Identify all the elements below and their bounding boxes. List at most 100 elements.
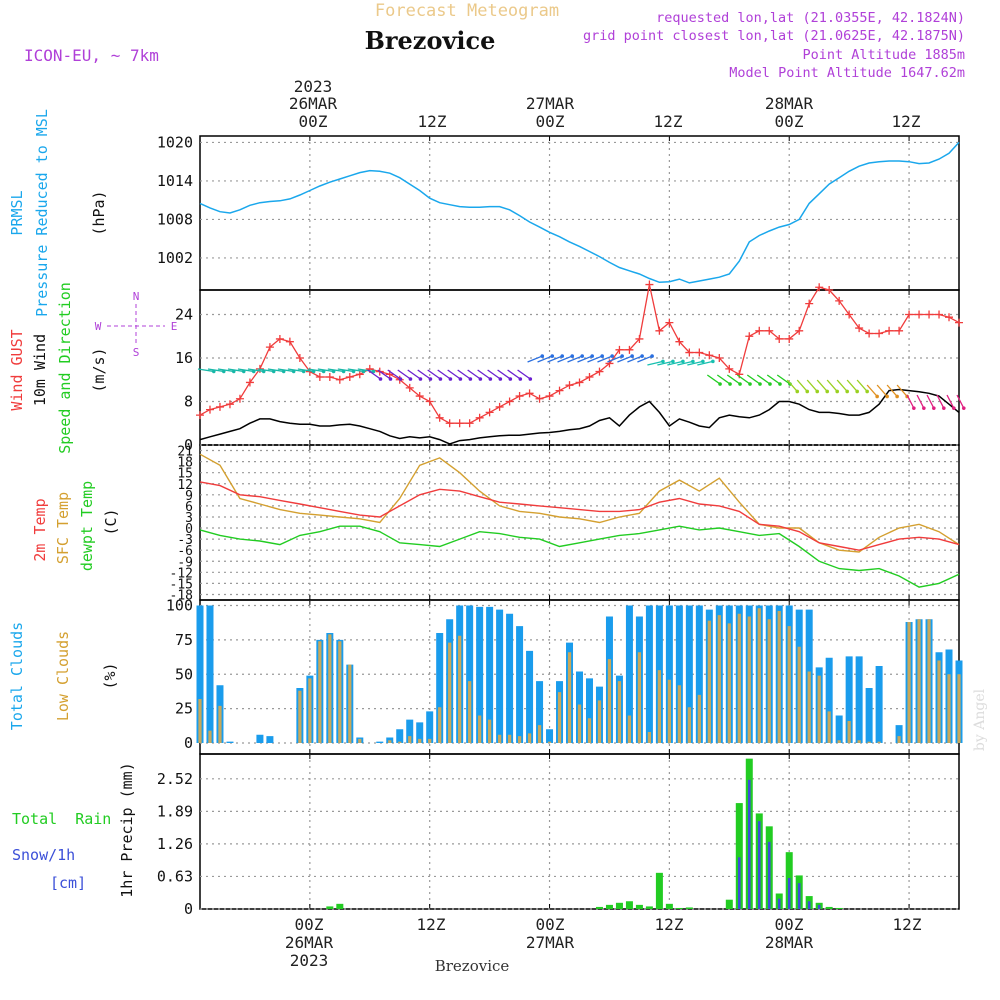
series-layer xyxy=(196,141,966,909)
wind-direction-arrow xyxy=(796,379,808,392)
wind-direction-arrow xyxy=(317,368,334,373)
rain-bar xyxy=(595,906,603,909)
pressure-panel-frame xyxy=(199,135,960,291)
total-clouds-bar xyxy=(476,606,484,743)
rain-bar xyxy=(326,906,334,909)
rain-bar xyxy=(655,872,663,909)
total-clouds-bar xyxy=(675,605,683,743)
location-title: Brezovice xyxy=(365,26,496,55)
wind-gust-marker xyxy=(905,310,914,319)
wind-direction-arrow xyxy=(197,368,214,373)
wind-direction-arrow xyxy=(657,360,674,366)
low-clouds-bar xyxy=(408,736,412,743)
wind-arrow-head xyxy=(550,354,555,358)
low-clouds-bar xyxy=(208,730,212,743)
top-time-label-00z: 00Z xyxy=(299,112,328,131)
wind-unit-label: (m/s) xyxy=(90,347,108,392)
wind-direction-arrow xyxy=(547,355,563,363)
wind-direction-arrow xyxy=(397,369,411,380)
total-clouds-bar xyxy=(685,605,693,743)
wind-direction-arrow xyxy=(736,374,751,385)
wind-arrow-head xyxy=(952,406,956,410)
low-clouds-bar xyxy=(527,733,532,743)
y-tick-label: 1.26 xyxy=(157,835,193,853)
wind-direction-arrow xyxy=(347,368,364,373)
total-clouds-bar xyxy=(496,609,504,743)
wind-gust-marker xyxy=(955,318,963,327)
requested-coords: requested lon,lat (21.0355E, 42.1824N) xyxy=(656,10,965,26)
low-clouds-bar xyxy=(448,642,452,743)
wind-direction-arrow xyxy=(627,355,643,363)
total-clouds-bar xyxy=(585,678,593,743)
y-tick-label: -12 xyxy=(170,566,193,581)
dewpt-label: dewpt Temp xyxy=(78,481,96,571)
clouds-unit-label: (%) xyxy=(101,662,119,689)
low-clouds-bar xyxy=(607,659,612,743)
wind-gust-marker xyxy=(295,353,304,362)
wind-panel-labels: Wind GUST 10m Wind Speed and Direction (… xyxy=(8,282,108,454)
wind-direction-arrow xyxy=(377,369,391,380)
wind-direction-arrow xyxy=(437,369,451,380)
rain-bar xyxy=(735,803,743,909)
temp-panel-labels: 2m Temp SFC Temp dewpt Temp (C) xyxy=(31,481,120,571)
wind-arrow-head xyxy=(865,389,869,394)
wind-gust-marker xyxy=(765,326,774,335)
wind-gust-marker xyxy=(615,345,624,354)
grid-layer xyxy=(200,136,959,910)
low-clouds-bar xyxy=(657,670,661,743)
rain-bar xyxy=(615,902,623,909)
y-tick-label: 8 xyxy=(184,392,193,410)
low-clouds-bar xyxy=(308,678,312,743)
total-clouds-bar xyxy=(416,722,424,743)
prmsl-desc-label: Pressure Reduced to MSL xyxy=(33,109,51,317)
wind-gust-marker xyxy=(565,381,574,390)
wind-direction-arrow xyxy=(467,369,481,380)
top-year-label: 2023 xyxy=(294,77,333,96)
rain-bar xyxy=(635,904,643,909)
t2m-line xyxy=(199,481,960,551)
wind-gust-marker xyxy=(625,345,634,354)
low-clouds-bar xyxy=(707,620,711,743)
compass-e: E xyxy=(171,320,178,333)
wind-gust-marker xyxy=(645,280,654,289)
snow-unit-label: [cm] xyxy=(50,874,86,892)
wind-gust-marker xyxy=(705,351,714,360)
wind-direction-arrow xyxy=(607,355,623,363)
total-clouds-bar xyxy=(516,626,524,743)
y-tick-label: 0 xyxy=(184,900,193,918)
wind-gust-marker xyxy=(855,324,864,333)
snow-bar xyxy=(807,901,811,909)
total-clouds-label: Total Clouds xyxy=(8,622,26,730)
low-clouds-bar xyxy=(498,734,502,743)
total-clouds-bar xyxy=(396,729,404,743)
wind-direction-arrow xyxy=(936,394,945,409)
low-clouds-bar xyxy=(937,660,941,743)
y-tick-label: 0.63 xyxy=(157,867,193,885)
precip-panel-labels: Total Rain Snow/1h [cm] 1hr Precip (mm) xyxy=(12,762,136,897)
y-tick-label: 24 xyxy=(175,305,193,323)
low-clouds-bar xyxy=(488,719,492,743)
top-time-label-00z: 00Z xyxy=(775,112,804,131)
wind-gust-marker xyxy=(635,334,644,343)
top-time-label-12z: 12Z xyxy=(892,112,921,131)
footer-location: Brezovice xyxy=(435,957,510,975)
wind-arrow-head xyxy=(408,377,413,381)
y-tick-label: 3 xyxy=(185,511,193,526)
top-date-label-26mar: 26MAR xyxy=(289,94,338,113)
wind-direction-arrow xyxy=(277,368,294,373)
wind-arrow-head xyxy=(895,394,899,399)
wind-direction-arrow xyxy=(716,374,731,385)
top-time-label-12z: 12Z xyxy=(418,112,447,131)
rain-bar xyxy=(645,906,653,909)
wind-gust-marker xyxy=(425,397,434,406)
total-clouds-bar xyxy=(196,605,204,743)
bottom-year-label: 2023 xyxy=(290,951,329,970)
wind-gust-marker xyxy=(555,386,564,395)
bottom-time-label-00z: 00Z xyxy=(775,915,804,934)
low-clouds-bar xyxy=(577,704,582,743)
y-tick-label: 2.52 xyxy=(157,770,193,788)
wind-compass: N S W E xyxy=(95,290,178,359)
rain-bar xyxy=(825,906,833,909)
low-clouds-bar xyxy=(517,736,522,743)
y-tick-label: 1008 xyxy=(157,210,193,228)
